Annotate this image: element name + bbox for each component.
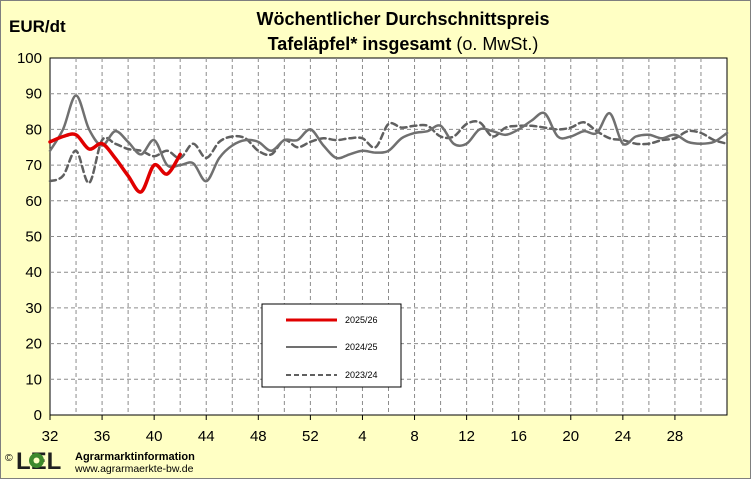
x-tick-label: 44 [198, 428, 215, 445]
chart-subtitle-bold: Tafeläpfel* insgesamt [268, 34, 452, 54]
legend-label-2024-25: 2024/25 [345, 342, 378, 352]
website-url: www.agrarmaerkte-bw.de [74, 463, 194, 475]
x-tick-label: 8 [410, 428, 418, 445]
y-tick-label: 70 [25, 157, 42, 174]
x-tick-label: 24 [615, 428, 632, 445]
series-line-2023-24 [48, 120, 729, 185]
x-tick-label: 20 [562, 428, 579, 445]
y-tick-label: 50 [25, 229, 42, 246]
x-tick-label: 52 [302, 428, 319, 445]
footer: © LEL Agrarmarktinformation www.agrarmae… [5, 448, 195, 475]
y-tick-label: 100 [17, 50, 42, 67]
series-line-2024-25 [48, 94, 729, 183]
y-tick-label: 80 [25, 121, 42, 138]
y-tick-label: 30 [25, 300, 42, 317]
x-tick-label: 16 [510, 428, 527, 445]
x-tick-label: 32 [42, 428, 59, 445]
y-axis-unit-label: EUR/dt [9, 17, 66, 36]
y-tick-label: 10 [25, 371, 42, 388]
grid-lines [50, 58, 727, 415]
x-tick-label: 12 [458, 428, 475, 445]
series-line-2025-26 [48, 132, 182, 194]
x-tick-label: 40 [146, 428, 163, 445]
x-tick-label: 36 [94, 428, 111, 445]
x-tick-label: 48 [250, 428, 267, 445]
lel-logo: LEL [16, 448, 61, 475]
y-tick-label: 20 [25, 336, 42, 353]
copyright-symbol: © [5, 452, 13, 464]
chart-subtitle: Tafeläpfel* insgesamt (o. MwSt.) [268, 34, 539, 54]
y-tick-label: 90 [25, 86, 42, 103]
series-lines [48, 94, 729, 194]
legend: 2025/26 2024/25 2023/24 [261, 303, 402, 388]
x-tick-label: 28 [667, 428, 684, 445]
org-name: Agrarmarktinformation [75, 451, 195, 463]
y-tick-label: 0 [34, 407, 42, 424]
lel-logo-dot-center [33, 457, 40, 464]
legend-label-2023-24: 2023/24 [345, 370, 378, 380]
chart-subtitle-normal: (o. MwSt.) [456, 34, 538, 54]
legend-box [261, 303, 402, 388]
legend-label-2025-26: 2025/26 [345, 315, 378, 325]
chart-title: Wöchentlicher Durchschnittspreis [256, 9, 549, 29]
y-tick-label: 40 [25, 264, 42, 281]
x-tick-label: 4 [358, 428, 366, 445]
y-tick-label: 60 [25, 193, 42, 210]
x-axis-ticks: 32 36 40 44 48 52 4 8 12 16 20 24 28 [42, 415, 684, 445]
y-axis-ticks: 0 10 20 30 40 50 60 70 80 90 100 [17, 50, 42, 424]
